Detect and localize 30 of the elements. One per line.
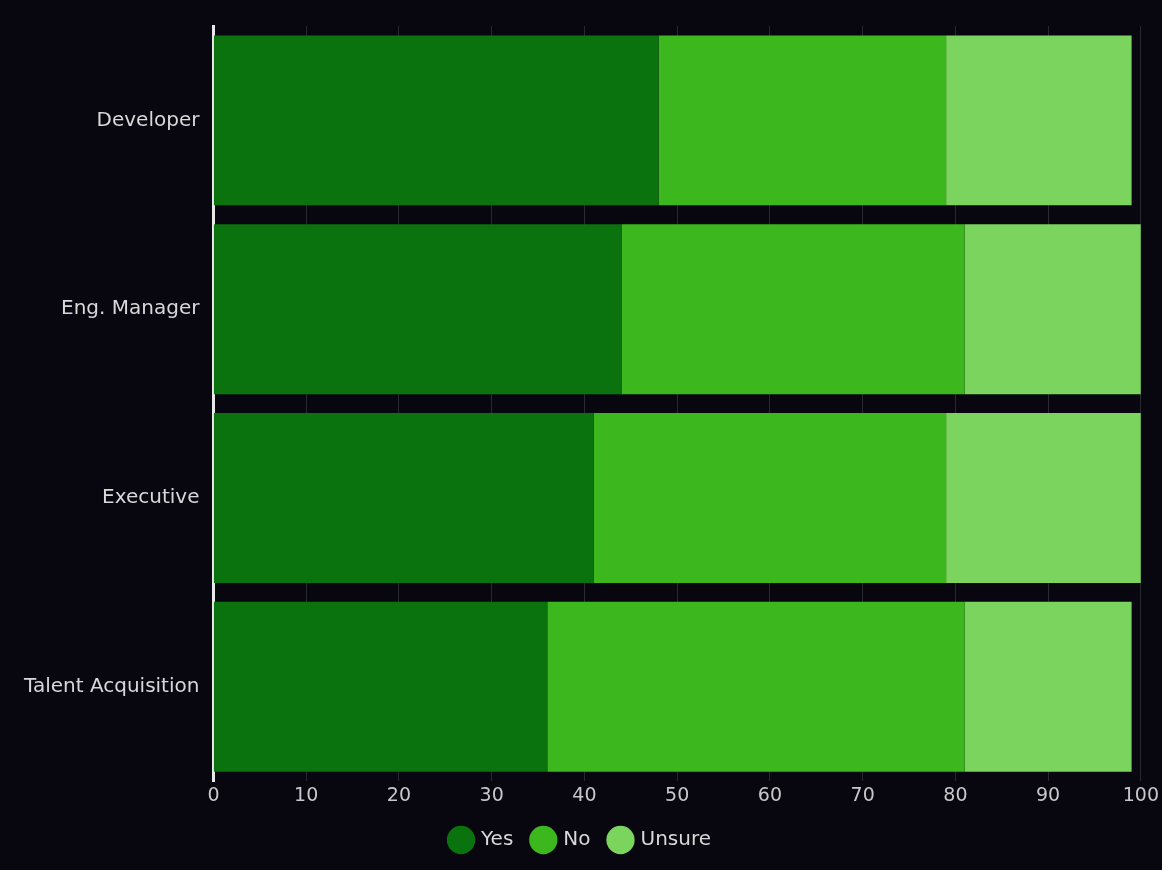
bar: [946, 413, 1141, 583]
x-tick-label: 10: [294, 782, 319, 805]
legend-label: Yes: [480, 826, 514, 851]
y-tick-label: Eng. Manager: [61, 295, 201, 320]
y-tick-label: Talent Acquisition: [22, 673, 200, 697]
bar: [964, 601, 1132, 772]
legend-label: No: [563, 826, 591, 851]
bar: [213, 35, 659, 206]
bar: [946, 35, 1132, 206]
bar: [658, 35, 947, 206]
bar: [621, 224, 965, 395]
bar: [964, 224, 1141, 395]
y-tick-label: Developer: [96, 106, 201, 131]
bar: [213, 601, 548, 772]
bar: [213, 224, 622, 395]
legend-label: Unsure: [640, 826, 711, 851]
x-tick-label: 90: [1036, 782, 1061, 805]
y-tick-label: Executive: [102, 484, 200, 509]
x-tick-label: 20: [386, 782, 412, 805]
bar: [593, 413, 947, 583]
bar: [213, 413, 594, 583]
bar: [547, 601, 965, 772]
x-tick-label: 30: [479, 782, 504, 805]
x-tick-label: 40: [572, 782, 597, 805]
x-tick-label: 100: [1122, 782, 1159, 805]
x-tick-label: 50: [665, 782, 690, 805]
x-tick-label: 70: [850, 782, 875, 805]
x-tick-label: 0: [207, 782, 220, 805]
x-tick-label: 80: [943, 782, 968, 805]
x-tick-label: 60: [757, 782, 782, 805]
